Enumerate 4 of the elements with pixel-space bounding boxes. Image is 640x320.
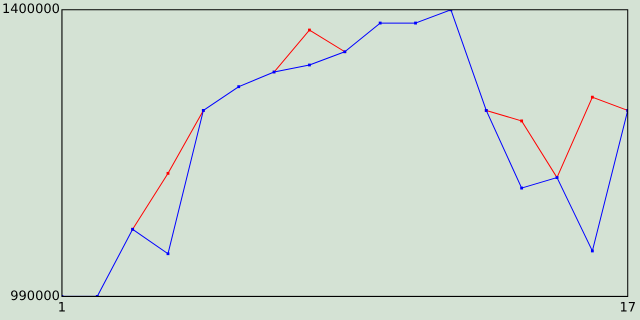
y-tick-label: 990000 <box>10 288 60 304</box>
x-tick-label: 1 <box>58 300 66 316</box>
x-tick-label: 17 <box>619 300 636 316</box>
y-tick-label: 1400000 <box>2 2 60 18</box>
